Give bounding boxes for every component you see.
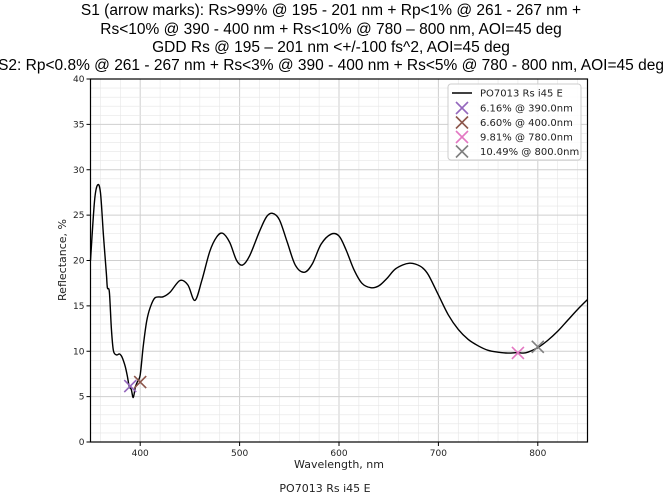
legend-marker-swatch: [455, 115, 469, 130]
chart-title-line-4: S2: Rp<0.8% @ 261 - 267 nm + Rs<3% @ 390…: [0, 57, 663, 74]
markers: [123, 340, 545, 393]
marker-point: [511, 346, 525, 360]
y-tick-label: 25: [73, 211, 84, 221]
marker-stroke: [455, 144, 469, 159]
marker-stroke: [531, 340, 545, 354]
legend-label: 6.16% @ 390.0nm: [480, 104, 573, 115]
y-axis-label: Reflectance, %: [56, 219, 69, 301]
x-tick-label: 800: [529, 449, 546, 459]
legend: PO7013 Rs i45 E 6.16% @ 390.0nm 6.60% @ 40…: [447, 83, 582, 161]
chart-caption: PO7013 Rs i45 E: [279, 482, 370, 495]
y-tick-label: 40: [73, 75, 85, 85]
legend-marker-swatch: [455, 130, 469, 144]
legend-label: 10.49% @ 800.0nm: [480, 147, 579, 158]
legend-label: 6.60% @ 400.0nm: [480, 118, 573, 129]
y-tick-label: 5: [79, 393, 85, 403]
x-tick-label: 500: [231, 449, 248, 459]
y-tick-label: 10: [73, 347, 85, 357]
x-tick-label: 400: [132, 449, 149, 459]
chart-title-line-1: S1 (arrow marks): Rs>99% @ 195 - 201 nm …: [81, 2, 581, 19]
marker-stroke: [123, 379, 137, 393]
x-axis-label: Wavelength, nm: [294, 458, 384, 471]
series: [89, 183, 588, 399]
x-tick-label: 600: [330, 449, 347, 459]
y-tick-label: 20: [73, 257, 85, 267]
y-tick-label: 30: [73, 166, 85, 176]
legend-marker-swatch: [455, 101, 469, 115]
marker-stroke: [455, 101, 469, 115]
chart-title-line-3: GDD Rs @ 195 – 201 nm <+/-100 fs^2, AOI=…: [152, 39, 510, 56]
marker-point: [133, 375, 147, 389]
marker-stroke: [455, 130, 469, 144]
y-tick-label: 15: [73, 302, 84, 312]
series-line: [89, 183, 588, 399]
marker-point: [531, 340, 545, 354]
legend-label: 9.81% @ 780.0nm: [480, 133, 573, 144]
marker-stroke: [455, 115, 469, 130]
ticks: 400 500 600 700 800 0 5 10 15 20 25 30 35 40: [73, 75, 547, 459]
marker-stroke: [511, 346, 525, 360]
legend-box: [447, 83, 582, 161]
grid: [90, 79, 588, 442]
y-tick-label: 0: [79, 438, 85, 448]
legend-marker-swatch: [455, 144, 469, 159]
marker-stroke: [133, 375, 147, 389]
legend-label: PO7013 Rs i45 E: [480, 89, 563, 100]
plot-frame: [89, 78, 589, 443]
chart-title-line-2: Rs<10% @ 390 - 400 nm + Rs<10% @ 780 – 8…: [100, 21, 561, 38]
marker-point: [123, 379, 137, 393]
x-tick-label: 700: [430, 449, 447, 459]
y-tick-label: 35: [73, 120, 84, 130]
